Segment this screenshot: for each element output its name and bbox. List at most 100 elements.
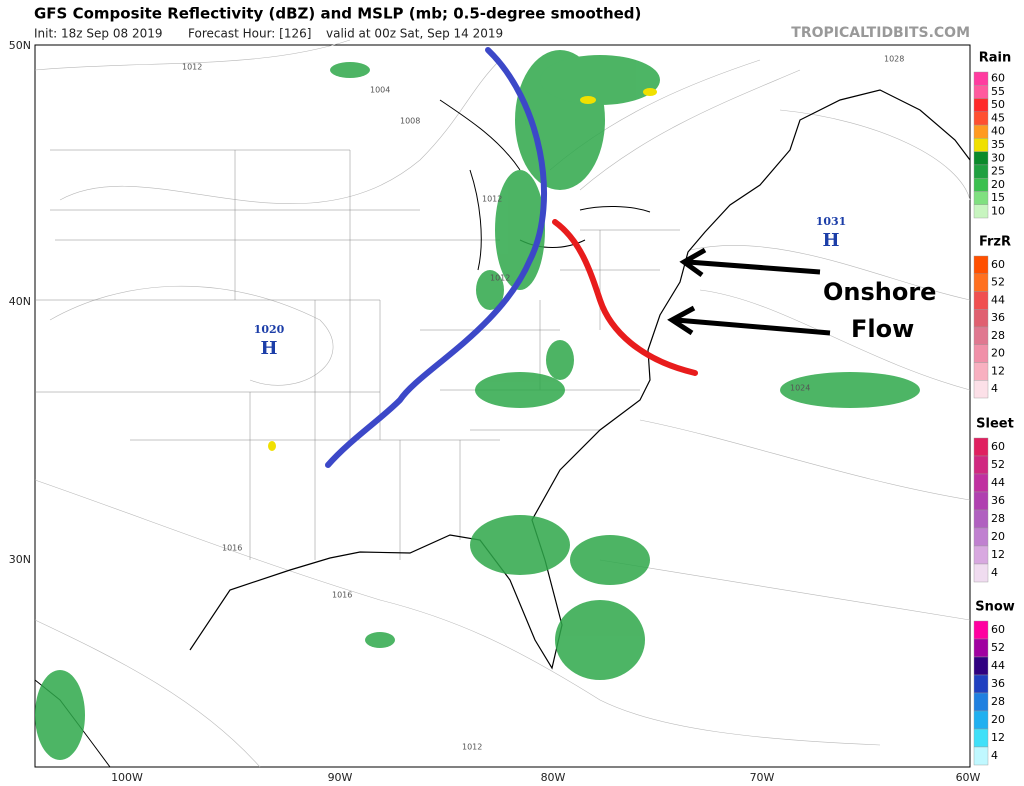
lon-label: 90W: [328, 771, 353, 784]
legend-level: 52: [991, 458, 1005, 471]
legend-level: 20: [991, 713, 1005, 726]
isobar: [34, 479, 881, 746]
legend-swatch: [973, 491, 989, 511]
init: Init: 18z Sep 08 2019: [34, 27, 162, 41]
great-lakes: [439, 99, 651, 271]
isobar: [34, 619, 261, 768]
rain-area: [555, 600, 645, 680]
state-lines: [35, 149, 680, 560]
legend-title: Snow: [975, 600, 1015, 615]
isobar-label: 1016: [332, 591, 352, 600]
legend-swatch: [973, 138, 989, 152]
lat-label: 40N: [9, 295, 31, 308]
legend-level: 20: [991, 347, 1005, 360]
isobar: [49, 285, 334, 386]
legend-level: 28: [991, 695, 1005, 708]
heavy-rain-cell: [268, 441, 276, 451]
legend-level: 4: [991, 749, 998, 762]
isobar-label: 1016: [222, 544, 242, 553]
legend-swatch: [973, 563, 989, 583]
legend-level: 4: [991, 382, 998, 395]
legend-swatch: [973, 620, 989, 640]
high-pressure-value: 1031: [816, 215, 847, 228]
legend-swatch: [973, 746, 989, 766]
legend-level: 60: [991, 258, 1005, 271]
legend-level: 20: [991, 530, 1005, 543]
legend-swatch: [973, 255, 989, 274]
rain-area: [470, 515, 570, 575]
legend-swatch: [973, 124, 989, 139]
legend-swatch: [973, 151, 989, 166]
heavy-rain-cell: [643, 88, 657, 96]
rain-area: [475, 372, 565, 408]
lat-label: 50N: [9, 39, 31, 52]
legend: Rain6055504540353025201510FrzR6052443628…: [973, 51, 1015, 766]
legend-swatch: [973, 204, 989, 219]
legend-swatch: [973, 362, 989, 381]
legend-level: 50: [991, 98, 1005, 111]
legend-swatch: [973, 273, 989, 292]
arrow: [679, 247, 821, 278]
legend-swatch: [973, 85, 989, 99]
rain-area: [546, 340, 574, 380]
isobar: [579, 69, 801, 191]
isobar-label: 1012: [490, 274, 510, 283]
rain-area: [540, 55, 660, 105]
legend-level: 44: [991, 293, 1005, 306]
isobar-label: 1012: [462, 743, 482, 752]
title: GFS Composite Reflectivity (dBZ) and MSL…: [34, 5, 641, 23]
legend-swatch: [973, 545, 989, 565]
source: TROPICALTIDBITS.COM: [791, 25, 970, 41]
legend-swatch: [973, 380, 989, 399]
isobar-label: 1004: [370, 86, 390, 95]
isobar-label: 1012: [182, 63, 202, 72]
heavy-rain: [268, 88, 657, 451]
legend-level: 60: [991, 440, 1005, 453]
legend-level: 28: [991, 512, 1005, 525]
lon-label: 70W: [750, 771, 775, 784]
legend-level: 44: [991, 659, 1005, 672]
legend-level: 15: [991, 191, 1005, 204]
legend-swatch: [973, 437, 989, 457]
rain-area: [330, 62, 370, 78]
valid-time: valid at 00z Sat, Sep 14 2019: [326, 27, 503, 41]
legend-title: Sleet: [976, 417, 1014, 432]
forecast-hour: Forecast Hour: [126]: [188, 27, 311, 41]
legend-level: 35: [991, 138, 1005, 151]
legend-level: 40: [991, 125, 1005, 138]
legend-swatch: [973, 111, 989, 126]
trough-line: [325, 47, 548, 468]
isobar: [779, 109, 971, 201]
legend-swatch: [973, 527, 989, 547]
rain-area: [35, 670, 85, 760]
rain-area: [570, 535, 650, 585]
high-pressure-symbol: H: [822, 230, 839, 251]
legend-swatch: [973, 164, 989, 179]
legend-level: 36: [991, 494, 1005, 507]
legend-swatch: [973, 710, 989, 730]
legend-swatch: [973, 638, 989, 658]
legend-swatch: [973, 728, 989, 748]
legend-swatch: [973, 509, 989, 529]
legend-level: 4: [991, 566, 998, 579]
lon-label: 80W: [541, 771, 566, 784]
legend-swatch: [973, 344, 989, 363]
isobar-label: 1028: [884, 55, 904, 64]
legend-level: 60: [991, 72, 1005, 85]
isobar: [34, 39, 351, 71]
legend-title: FrzR: [979, 235, 1011, 250]
legend-swatch: [973, 71, 989, 86]
legend-level: 36: [991, 311, 1005, 324]
legend-level: 25: [991, 165, 1005, 178]
legend-level: 44: [991, 476, 1005, 489]
legend-level: 45: [991, 111, 1005, 124]
legend-level: 60: [991, 623, 1005, 636]
arrows: [667, 247, 831, 336]
high-pressure-value: 1020: [254, 323, 285, 336]
legend-swatch: [973, 656, 989, 676]
legend-swatch: [973, 326, 989, 345]
legend-swatch: [973, 177, 989, 192]
legend-level: 55: [991, 85, 1005, 98]
legend-swatch: [973, 191, 989, 205]
